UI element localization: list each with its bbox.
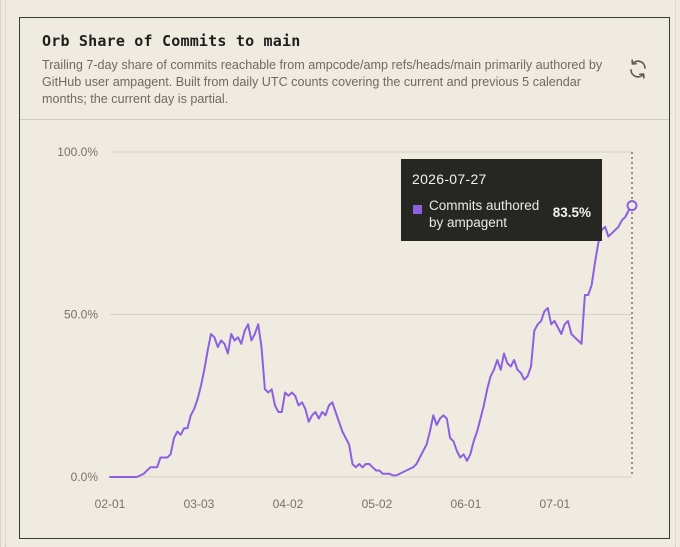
line-chart: 0.0% 50.0% 100.0% 02-01 03-03 04-02 05-02 06-01…: [57, 145, 638, 511]
card-header: Orb Share of Commits to main Trailing 7-…: [20, 18, 669, 120]
tooltip-series-swatch: [413, 205, 422, 214]
x-tick-label: 07-01: [540, 497, 571, 511]
y-tick-label: 0.0%: [71, 470, 99, 484]
card-title: Orb Share of Commits to main: [42, 32, 301, 50]
tooltip-date: 2026-07-27: [412, 171, 487, 187]
hover-point: [626, 200, 638, 212]
left-guide-dots: [5, 0, 6, 547]
card-description: Trailing 7-day share of commits reachabl…: [42, 58, 603, 106]
right-guide-dots: [675, 0, 676, 547]
chart-area: 0.0% 50.0% 100.0% 02-01 03-03 04-02 05-02 06-01…: [20, 120, 669, 538]
chart-card: Orb Share of Commits to main Trailing 7-…: [19, 17, 670, 539]
x-tick-label: 02-01: [95, 497, 126, 511]
y-tick-label: 100.0%: [57, 145, 98, 159]
tooltip-series-label: Commits authored by ampagent: [429, 198, 540, 230]
x-tick-label: 06-01: [451, 497, 482, 511]
y-tick-label: 50.0%: [64, 308, 98, 322]
x-tick-label: 04-02: [273, 497, 304, 511]
series-line-ampagent: [109, 204, 633, 478]
x-tick-label: 05-02: [362, 497, 393, 511]
tooltip-row: Commits authored by ampagent 83.5%: [412, 197, 591, 233]
refresh-icon[interactable]: [626, 57, 650, 81]
tooltip-value: 83.5%: [552, 205, 591, 220]
chart-tooltip: 2026-07-27 Commits authored by ampagent …: [401, 159, 602, 241]
x-tick-label: 03-03: [184, 497, 215, 511]
